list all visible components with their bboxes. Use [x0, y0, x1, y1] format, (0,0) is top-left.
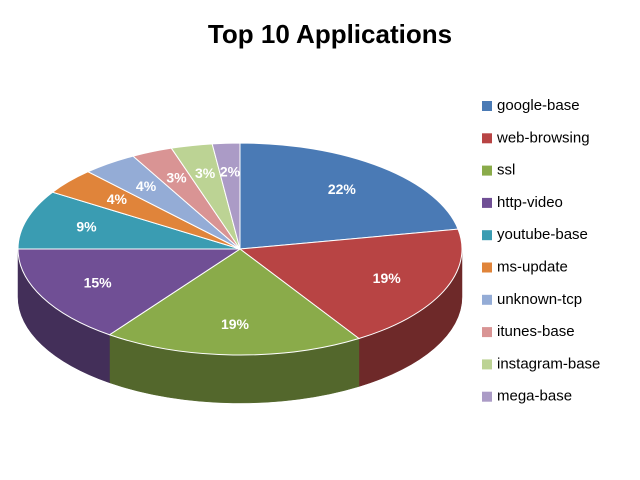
legend-swatch — [482, 359, 492, 370]
data-label: 19% — [221, 316, 250, 332]
legend-swatch — [482, 133, 492, 144]
slice — [239, 142, 459, 250]
slice — [108, 248, 361, 356]
slice — [17, 191, 241, 250]
slice — [17, 248, 242, 336]
legend-swatch — [482, 101, 492, 111]
data-label: 3% — [195, 165, 216, 181]
legend-label: instagram-base — [497, 355, 600, 372]
legend-label: ms-update — [497, 258, 568, 275]
legend-label: http-video — [497, 194, 563, 211]
legend-swatch — [482, 262, 492, 273]
legend-label: itunes-base — [497, 323, 575, 340]
data-label: 3% — [166, 170, 187, 186]
legend-label: web-browsing — [496, 129, 590, 146]
legend-swatch — [482, 165, 492, 176]
legend-swatch — [482, 197, 492, 208]
data-label: 4% — [136, 178, 157, 194]
data-label: 9% — [76, 218, 97, 234]
legend-swatch — [482, 391, 492, 402]
data-label: 15% — [84, 274, 113, 290]
chart-title: Top 10 Applications — [208, 19, 452, 49]
legend-label: unknown-tcp — [497, 291, 582, 308]
legend-swatch — [482, 294, 492, 305]
legend-swatch — [482, 327, 492, 338]
data-label: 19% — [373, 270, 402, 286]
data-label: 2% — [220, 164, 241, 180]
slice — [211, 142, 241, 250]
legend-swatch — [482, 230, 492, 241]
legend-label: youtube-base — [497, 226, 588, 243]
data-label: 4% — [107, 191, 128, 207]
legend-label: google-base — [497, 97, 580, 114]
slice — [238, 228, 463, 340]
legend-label: mega-base — [497, 388, 572, 405]
data-label: 22% — [328, 181, 357, 197]
legend-label: ssl — [497, 162, 515, 179]
